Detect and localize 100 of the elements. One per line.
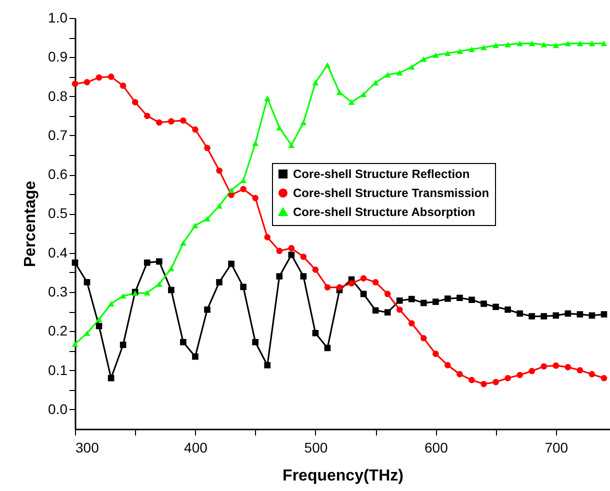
point <box>288 142 295 148</box>
point <box>588 371 596 378</box>
point <box>264 96 271 101</box>
y-tick-label: 0.0 <box>48 400 68 417</box>
point <box>408 320 415 326</box>
point <box>312 266 319 273</box>
point <box>444 362 451 368</box>
point <box>600 40 608 46</box>
point <box>96 322 102 330</box>
point <box>456 48 463 54</box>
point <box>420 300 427 306</box>
point <box>348 280 355 287</box>
point <box>84 79 90 86</box>
point <box>528 40 536 46</box>
point <box>96 74 102 81</box>
point <box>132 99 138 106</box>
point <box>156 258 162 265</box>
point <box>72 259 78 266</box>
legend-label: Core-shell Structure Reflection <box>293 167 470 181</box>
x-tick-label: 600 <box>424 440 448 456</box>
y-tick-label: 0.4 <box>48 244 68 260</box>
x-tick-label: 400 <box>184 440 208 456</box>
point <box>384 290 391 298</box>
y-tick-label: 0.5 <box>48 205 68 222</box>
point <box>360 92 367 98</box>
y-tick-label: 0.1 <box>48 362 68 378</box>
point <box>588 312 596 319</box>
x-tick-label: 300 <box>76 440 100 456</box>
point <box>240 186 246 192</box>
point <box>504 374 511 382</box>
y-tick-label: 0.6 <box>48 166 68 182</box>
point <box>516 310 523 317</box>
point <box>480 300 487 307</box>
point <box>180 117 186 124</box>
point <box>228 187 234 193</box>
point <box>564 310 572 317</box>
point <box>264 234 271 240</box>
point <box>588 40 596 46</box>
point <box>444 50 451 56</box>
point <box>204 144 210 152</box>
y-tick-label: 0.2 <box>48 322 68 339</box>
y-tick-label: 1.0 <box>48 10 68 26</box>
point <box>144 259 150 266</box>
point <box>240 284 246 290</box>
legend-label: Core-shell Structure Absorption <box>293 205 476 219</box>
point <box>516 40 523 46</box>
point <box>300 273 307 280</box>
point <box>144 290 150 296</box>
point <box>432 52 439 58</box>
point <box>216 279 222 286</box>
point <box>540 363 548 370</box>
point <box>144 112 150 120</box>
point <box>360 275 367 282</box>
point <box>384 309 391 316</box>
x-tick-label: 500 <box>304 440 328 456</box>
point <box>120 82 126 89</box>
y-axis-title: Percentage <box>22 180 40 268</box>
point <box>216 168 222 174</box>
point <box>300 120 307 126</box>
point <box>120 293 126 299</box>
point <box>540 42 548 48</box>
point <box>204 216 210 222</box>
point <box>288 245 295 252</box>
x-tick-label: 700 <box>544 440 568 456</box>
point <box>600 374 608 382</box>
point <box>276 248 283 254</box>
point <box>528 313 536 320</box>
y-tick-label: 0.9 <box>48 48 68 65</box>
point <box>360 290 367 298</box>
point <box>96 316 102 322</box>
point <box>576 40 584 46</box>
point <box>504 306 511 313</box>
point <box>516 372 523 378</box>
point <box>336 284 343 290</box>
point <box>252 338 258 346</box>
point <box>372 279 379 286</box>
point <box>432 350 439 357</box>
point <box>480 44 487 50</box>
point <box>444 295 451 302</box>
point <box>72 80 78 87</box>
point <box>528 368 536 374</box>
point <box>552 362 560 369</box>
point <box>84 330 90 336</box>
point <box>324 344 331 352</box>
point <box>108 74 114 80</box>
point <box>396 70 403 76</box>
point <box>564 40 572 46</box>
point <box>276 124 283 130</box>
point <box>72 341 78 347</box>
point <box>600 311 608 318</box>
point <box>372 80 379 86</box>
point <box>348 99 355 105</box>
point <box>408 64 415 70</box>
point <box>276 273 283 280</box>
point <box>468 296 475 303</box>
y-tick-label: 0.3 <box>48 284 68 300</box>
point <box>168 266 174 272</box>
point <box>492 42 499 48</box>
legend-label: Core-shell Structure Transmission <box>293 186 490 200</box>
point <box>576 311 584 318</box>
